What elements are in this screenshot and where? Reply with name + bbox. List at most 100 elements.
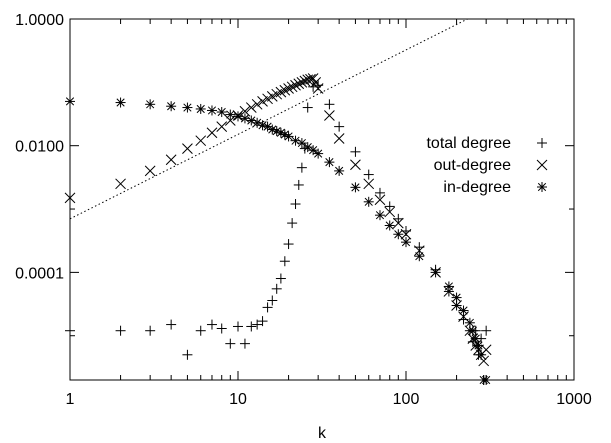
point-plus xyxy=(350,146,361,157)
point-cross xyxy=(275,86,287,98)
point-cross xyxy=(350,159,361,171)
point-plus xyxy=(239,338,250,349)
point-star xyxy=(275,127,286,138)
point-star xyxy=(458,305,469,316)
point-plus xyxy=(299,143,310,154)
point-cross xyxy=(296,76,308,88)
point-star xyxy=(145,99,156,110)
point-cross xyxy=(115,178,126,190)
point-star xyxy=(296,138,307,149)
y-tick-label: 0.0001 xyxy=(15,265,64,282)
point-plus xyxy=(393,213,404,224)
reference-line xyxy=(69,18,468,220)
legend-marker-star xyxy=(537,182,547,192)
point-plus xyxy=(233,321,243,332)
point-star xyxy=(384,220,395,231)
point-star xyxy=(464,317,475,328)
y-tick-label: 1.0000 xyxy=(15,12,64,29)
point-star xyxy=(182,102,193,113)
point-cross xyxy=(293,78,305,90)
point-star xyxy=(283,131,294,142)
point-cross xyxy=(324,110,335,121)
point-cross xyxy=(312,83,324,94)
point-plus xyxy=(481,325,492,336)
point-cross xyxy=(257,96,268,107)
point-plus xyxy=(216,323,227,334)
point-star xyxy=(443,281,454,292)
point-plus xyxy=(225,338,236,349)
point-star xyxy=(233,111,243,122)
point-star xyxy=(279,129,290,140)
point-cross xyxy=(224,115,236,126)
point-plus xyxy=(271,283,282,294)
point-cross xyxy=(64,192,76,204)
point-cross xyxy=(400,228,412,240)
x-axis-label: k xyxy=(318,425,327,442)
point-star xyxy=(374,210,385,221)
point-plus xyxy=(302,102,313,113)
point-star xyxy=(363,196,374,207)
axes: 1 10 100 1000 1.0000 0.0100 0.0001 xyxy=(15,12,592,408)
y-tick-label: 0.0100 xyxy=(15,139,64,156)
point-cross xyxy=(392,217,404,229)
point-plus xyxy=(182,349,193,360)
legend-label: in-degree xyxy=(443,179,511,196)
point-plus xyxy=(166,319,177,330)
x-tick-label: 1000 xyxy=(556,391,592,408)
point-star xyxy=(195,103,206,114)
point-cross xyxy=(443,286,455,297)
point-star xyxy=(225,109,236,120)
point-plus xyxy=(334,121,345,132)
legend-marker-cross xyxy=(536,159,548,171)
point-plus xyxy=(145,325,156,336)
point-plus xyxy=(195,325,206,336)
point-star xyxy=(271,126,282,137)
point-cross xyxy=(333,133,345,144)
point-star xyxy=(401,237,411,248)
point-plus xyxy=(296,162,307,173)
point-star xyxy=(430,267,441,278)
point-cross xyxy=(195,135,207,147)
point-plus xyxy=(65,325,75,336)
point-cross xyxy=(144,165,156,177)
point-plus xyxy=(283,239,294,250)
point-star xyxy=(313,148,324,159)
point-star xyxy=(476,349,487,360)
point-plus xyxy=(267,295,278,306)
point-star xyxy=(115,97,126,108)
point-plus xyxy=(293,179,304,190)
point-plus xyxy=(246,321,257,332)
point-cross xyxy=(245,102,257,113)
x-tick-label: 10 xyxy=(229,391,247,408)
point-star xyxy=(414,251,425,262)
point-plus xyxy=(287,218,298,229)
point-cross xyxy=(413,245,425,257)
point-cross xyxy=(165,154,177,166)
point-star xyxy=(473,340,484,351)
point-star xyxy=(206,105,217,116)
data-points xyxy=(64,73,492,385)
point-plus xyxy=(279,256,290,267)
point-star xyxy=(451,292,462,303)
point-star xyxy=(393,229,404,240)
point-plus xyxy=(206,319,217,330)
fit-line xyxy=(69,18,468,220)
point-star xyxy=(166,101,177,112)
point-cross xyxy=(478,355,490,367)
point-star xyxy=(350,182,361,193)
point-star xyxy=(334,165,345,176)
point-cross xyxy=(251,98,263,110)
point-plus xyxy=(384,201,395,212)
point-star xyxy=(481,375,492,385)
point-plus xyxy=(290,199,301,210)
point-cross xyxy=(374,194,386,206)
point-plus xyxy=(374,187,385,198)
legend-label: out-degree xyxy=(434,157,511,174)
point-cross xyxy=(182,143,193,154)
point-plus xyxy=(324,99,335,110)
point-cross xyxy=(216,121,228,132)
point-cross xyxy=(305,73,316,85)
point-star xyxy=(302,142,313,153)
point-cross xyxy=(286,81,298,93)
point-cross xyxy=(206,127,218,139)
